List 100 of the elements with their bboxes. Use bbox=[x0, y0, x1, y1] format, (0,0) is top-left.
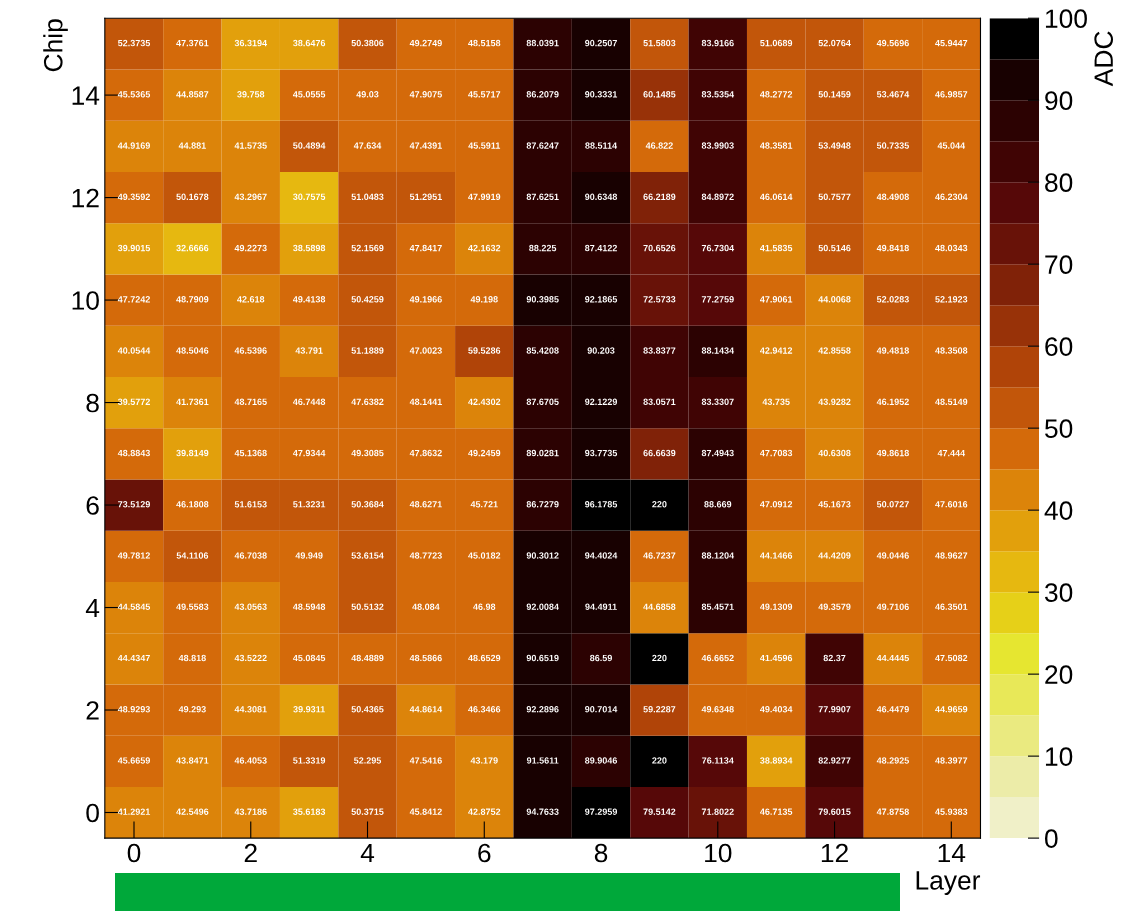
data-label: 46.6652 bbox=[701, 654, 734, 662]
data-label: 48.7909 bbox=[176, 296, 209, 303]
data-label: 46.7135 bbox=[759, 808, 793, 815]
data-label: 48.5866 bbox=[409, 654, 442, 662]
data-label: 38.8934 bbox=[760, 757, 793, 764]
color-bar-label: 100 bbox=[1045, 9, 1087, 29]
data-label: 47.5416 bbox=[409, 757, 442, 764]
data-label: 59.5286 bbox=[468, 347, 501, 354]
data-label: 50.0727 bbox=[876, 501, 909, 508]
data-label: 43.9282 bbox=[818, 398, 851, 405]
data-label: 94.7633 bbox=[526, 808, 559, 815]
color-bar-label: 40 bbox=[1044, 501, 1073, 520]
data-label: 45.5911 bbox=[468, 142, 501, 149]
data-label: 49.5696 bbox=[876, 39, 909, 47]
data-label: 77.9907 bbox=[818, 706, 851, 713]
data-label: 48.2772 bbox=[759, 91, 793, 98]
data-label: 44.4209 bbox=[818, 552, 851, 559]
color-bar-label: 60 bbox=[1045, 337, 1073, 356]
data-label: 43.791 bbox=[295, 347, 323, 354]
data-label: 50.1459 bbox=[818, 91, 851, 98]
data-label: 54.1106 bbox=[176, 552, 209, 559]
data-label: 51.5803 bbox=[643, 39, 676, 47]
data-label: 87.4943 bbox=[701, 449, 734, 457]
data-label: 46.7237 bbox=[643, 552, 676, 559]
data-label: 44.1466 bbox=[759, 552, 793, 559]
data-label: 49.8618 bbox=[876, 449, 909, 457]
data-label: 49.1966 bbox=[409, 296, 442, 303]
data-label: 88.1204 bbox=[701, 552, 735, 559]
data-label: 49.7812 bbox=[117, 552, 150, 559]
x-tick-label: 10 bbox=[705, 843, 732, 863]
data-label: 50.3715 bbox=[351, 808, 384, 815]
data-label: 48.0343 bbox=[935, 244, 968, 252]
data-label: 47.9061 bbox=[759, 296, 793, 303]
data-label: 45.721 bbox=[470, 501, 498, 508]
data-label: 46.3466 bbox=[468, 706, 501, 713]
data-label: 49.2273 bbox=[234, 244, 267, 252]
data-label: 49.5583 bbox=[176, 603, 209, 610]
x-tick-label: 2 bbox=[244, 843, 257, 863]
data-label: 45.5717 bbox=[468, 91, 501, 98]
data-label: 49.198 bbox=[470, 296, 498, 303]
data-label: 47.8632 bbox=[409, 449, 442, 457]
data-label: 42.9412 bbox=[759, 347, 793, 354]
data-label: 94.4024 bbox=[585, 552, 618, 559]
data-label: 49.7106 bbox=[876, 603, 909, 610]
data-label: 48.4889 bbox=[351, 654, 384, 662]
data-label: 86.7279 bbox=[526, 501, 559, 508]
data-label: 47.634 bbox=[353, 142, 382, 149]
y-axis-title: Chip bbox=[43, 19, 68, 72]
data-label: 46.4053 bbox=[234, 757, 267, 764]
data-label: 30.7575 bbox=[293, 193, 326, 201]
y-tick-label: 0 bbox=[86, 803, 99, 823]
data-label: 59.2287 bbox=[643, 706, 676, 713]
data-label: 83.3307 bbox=[701, 398, 734, 405]
color-bar-label: 80 bbox=[1045, 173, 1073, 193]
data-label: 45.6659 bbox=[117, 757, 150, 764]
data-label: 46.9857 bbox=[935, 91, 968, 98]
data-label: 41.4596 bbox=[759, 654, 793, 662]
data-label: 47.0912 bbox=[759, 501, 793, 508]
data-label: 44.881 bbox=[178, 142, 206, 149]
data-label: 90.3012 bbox=[526, 552, 559, 559]
data-label: 51.3319 bbox=[293, 757, 326, 764]
data-label: 72.5733 bbox=[643, 296, 676, 303]
data-label: 48.084 bbox=[412, 603, 440, 610]
data-label: 44.9169 bbox=[117, 142, 150, 149]
data-label: 48.5149 bbox=[935, 398, 968, 405]
data-label: 46.0614 bbox=[759, 193, 793, 200]
y-tick-label: 12 bbox=[72, 188, 99, 208]
data-label: 52.1569 bbox=[351, 244, 384, 252]
data-label: 76.7304 bbox=[701, 244, 735, 252]
data-label: 49.4034 bbox=[759, 706, 793, 713]
data-label: 47.9919 bbox=[468, 193, 501, 200]
data-label: 45.1673 bbox=[818, 501, 851, 508]
data-label: 83.9166 bbox=[701, 39, 734, 47]
data-label: 88.669 bbox=[704, 501, 732, 508]
data-label: 82.9277 bbox=[818, 757, 851, 764]
x-tick-label: 0 bbox=[127, 843, 141, 863]
data-label: 76.1134 bbox=[702, 757, 734, 764]
data-label: 48.2925 bbox=[876, 757, 909, 764]
data-label: 70.6526 bbox=[643, 244, 676, 252]
data-label: 45.044 bbox=[937, 142, 966, 149]
data-label: 43.5222 bbox=[234, 654, 267, 662]
data-label: 47.444 bbox=[937, 449, 966, 457]
data-label: 53.4948 bbox=[818, 142, 851, 149]
data-label: 87.4122 bbox=[585, 244, 617, 252]
data-label: 93.7735 bbox=[585, 449, 618, 457]
y-tick-label: 10 bbox=[72, 291, 99, 310]
data-label: 48.5158 bbox=[468, 39, 501, 47]
data-label: 48.5046 bbox=[176, 347, 209, 354]
data-label: 40.0544 bbox=[117, 347, 151, 354]
data-label: 45.0555 bbox=[292, 91, 326, 98]
data-label: 48.8843 bbox=[117, 449, 150, 457]
data-label: 51.6153 bbox=[234, 501, 267, 508]
data-label: 50.4259 bbox=[351, 296, 384, 303]
data-label: 90.6348 bbox=[585, 193, 618, 201]
data-label: 43.179 bbox=[470, 757, 498, 764]
y-tick-label: 2 bbox=[86, 701, 99, 720]
data-label: 46.822 bbox=[645, 142, 673, 149]
data-label: 92.0084 bbox=[526, 603, 559, 610]
data-label: 73.5129 bbox=[118, 501, 150, 508]
data-label: 49.1309 bbox=[759, 603, 793, 610]
